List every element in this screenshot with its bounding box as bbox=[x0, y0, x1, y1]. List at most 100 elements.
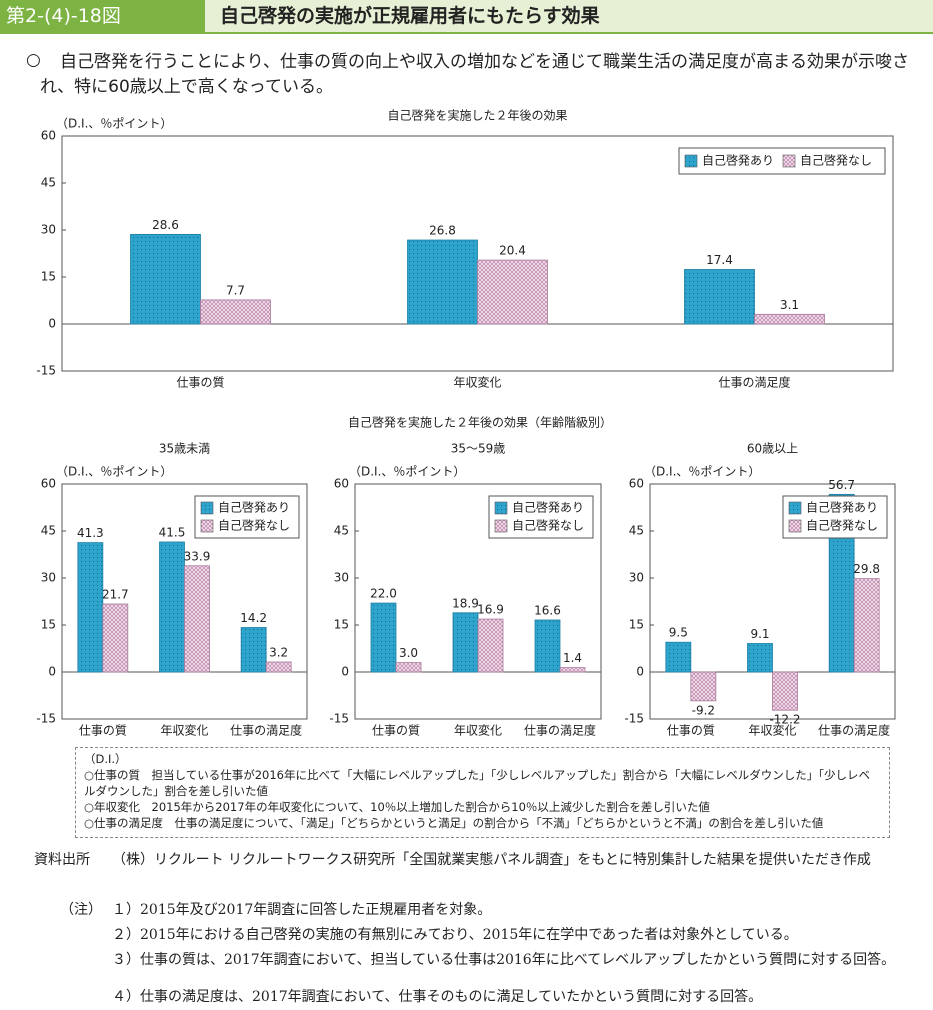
x-tick-label: 仕事の満足度 bbox=[818, 724, 890, 738]
legend-label: 自己啓発なし bbox=[800, 153, 872, 168]
value-label: 9.5 bbox=[669, 626, 688, 640]
value-label: 14.2 bbox=[240, 611, 267, 625]
bar bbox=[853, 578, 880, 673]
bar bbox=[772, 671, 798, 711]
summary: 自己啓発を行うことにより、仕事の質の向上や収入の増加などを通じて職業生活の満足度… bbox=[40, 52, 909, 97]
value-label: 22.0 bbox=[370, 587, 397, 601]
x-tick-label: 年収変化 bbox=[453, 375, 501, 390]
y-tick-label: 45 bbox=[629, 524, 644, 538]
y-tick-label: 15 bbox=[629, 618, 644, 632]
value-label: 16.6 bbox=[534, 603, 561, 617]
axis-label: （D.I.、％ポイント） bbox=[644, 465, 760, 479]
y-tick-label: 15 bbox=[334, 618, 349, 632]
y-tick-label: 15 bbox=[41, 270, 56, 284]
axis-label: （D.I.、％ポイント） bbox=[349, 465, 465, 479]
plot-frame bbox=[61, 135, 894, 372]
bar bbox=[102, 603, 129, 673]
definitions: （D.I.） ○仕事の質 担当している仕事が2016年に比べて「大幅にレベルアッ… bbox=[75, 747, 890, 838]
value-label: 7.7 bbox=[226, 283, 245, 297]
legend-label: 自己啓発なし bbox=[512, 518, 584, 533]
legend-label: 自己啓発あり bbox=[806, 500, 878, 515]
value-label: 9.1 bbox=[750, 627, 769, 641]
y-tick-label: 60 bbox=[629, 477, 644, 491]
y-tick-label: 0 bbox=[48, 317, 56, 331]
chart-title: 35～59歳 bbox=[451, 442, 506, 456]
bar bbox=[159, 541, 185, 673]
value-label: 29.8 bbox=[853, 562, 880, 576]
value-label: 28.6 bbox=[152, 218, 179, 232]
y-tick-label: 60 bbox=[41, 129, 56, 143]
source-label: 資料出所 bbox=[34, 852, 90, 868]
legend-swatch bbox=[200, 501, 214, 515]
y-tick-label: 45 bbox=[334, 524, 349, 538]
legend-label: 自己啓発あり bbox=[702, 153, 774, 168]
legend-label: 自己啓発あり bbox=[512, 500, 584, 515]
y-tick-label: -15 bbox=[624, 712, 644, 726]
legend-swatch bbox=[788, 501, 802, 515]
x-tick-label: 仕事の質 bbox=[667, 723, 715, 738]
y-tick-label: 0 bbox=[341, 665, 349, 679]
bar bbox=[452, 612, 479, 673]
value-label: 41.3 bbox=[77, 526, 104, 540]
bar bbox=[477, 618, 504, 673]
value-label: 17.4 bbox=[706, 253, 733, 267]
note: １）2015年及び2017年調査に回答した正規雇用者を対象。 bbox=[112, 902, 492, 918]
x-tick-label: 年収変化 bbox=[748, 723, 796, 738]
figure-number: 第2-(4)-18図 bbox=[0, 0, 205, 32]
definition: ○年収変化 2015年から2017年の年収変化について、10％以上増加した割合か… bbox=[84, 800, 710, 814]
x-tick-label: 仕事の満足度 bbox=[718, 376, 790, 390]
y-tick-label: 30 bbox=[334, 571, 349, 585]
legend-swatch bbox=[494, 501, 508, 515]
y-tick-label: 30 bbox=[41, 571, 56, 585]
bar bbox=[407, 239, 478, 325]
x-tick-label: 仕事の満足度 bbox=[230, 724, 302, 738]
value-label: 56.7 bbox=[828, 478, 855, 492]
axis-label: （D.I.、％ポイント） bbox=[56, 117, 172, 131]
definition: ○仕事の質 担当している仕事が2016年に比べて「大幅にレベルアップした」「少し… bbox=[84, 768, 870, 798]
legend-label: 自己啓発なし bbox=[218, 518, 290, 533]
y-tick-label: 30 bbox=[41, 223, 56, 237]
bar bbox=[690, 671, 717, 702]
bar bbox=[130, 233, 201, 325]
value-label: 3.1 bbox=[780, 298, 799, 312]
note: ４）仕事の満足度は、2017年調査において、仕事そのものに満足していたかという質… bbox=[112, 989, 763, 1005]
bar bbox=[240, 627, 267, 673]
value-label: 33.9 bbox=[184, 549, 211, 563]
axis-label: （D.I.、％ポイント） bbox=[56, 465, 172, 479]
value-label: 1.4 bbox=[563, 651, 582, 665]
plot-frame bbox=[649, 483, 896, 720]
value-label: 41.5 bbox=[159, 525, 186, 539]
x-tick-label: 年収変化 bbox=[160, 723, 208, 738]
y-tick-label: 15 bbox=[41, 618, 56, 632]
y-tick-label: 0 bbox=[636, 665, 644, 679]
definitions-heading: （D.I.） bbox=[84, 752, 127, 766]
bar bbox=[395, 662, 422, 673]
bar bbox=[477, 259, 548, 325]
legend-swatch bbox=[782, 154, 796, 168]
x-tick-label: 年収変化 bbox=[454, 723, 502, 738]
chart-title: 60歳以上 bbox=[747, 442, 798, 456]
legend-label: 自己啓発あり bbox=[218, 500, 290, 515]
bullet: ○ bbox=[26, 50, 41, 70]
legend-box bbox=[678, 147, 886, 175]
bar bbox=[370, 602, 397, 673]
bar bbox=[747, 643, 773, 673]
value-label: 3.2 bbox=[269, 645, 288, 659]
bar bbox=[665, 641, 692, 673]
bar bbox=[534, 619, 561, 673]
y-tick-label: -15 bbox=[36, 364, 56, 378]
value-label: -12.2 bbox=[769, 713, 800, 727]
bar bbox=[265, 661, 292, 673]
bar bbox=[754, 313, 825, 325]
value-label: 3.0 bbox=[399, 646, 418, 660]
definition: ○仕事の満足度 仕事の満足度について、「満足」「どちらかというと満足」の割合から… bbox=[84, 816, 824, 830]
value-label: 26.8 bbox=[429, 224, 456, 238]
legend-swatch bbox=[494, 519, 508, 533]
legend-swatch bbox=[200, 519, 214, 533]
plot-frame bbox=[354, 483, 602, 720]
chart-title: 35歳未満 bbox=[159, 442, 210, 456]
chart-title: 自己啓発を実施した２年後の効果 bbox=[387, 108, 567, 123]
y-tick-label: -15 bbox=[329, 712, 349, 726]
bar bbox=[684, 269, 755, 325]
